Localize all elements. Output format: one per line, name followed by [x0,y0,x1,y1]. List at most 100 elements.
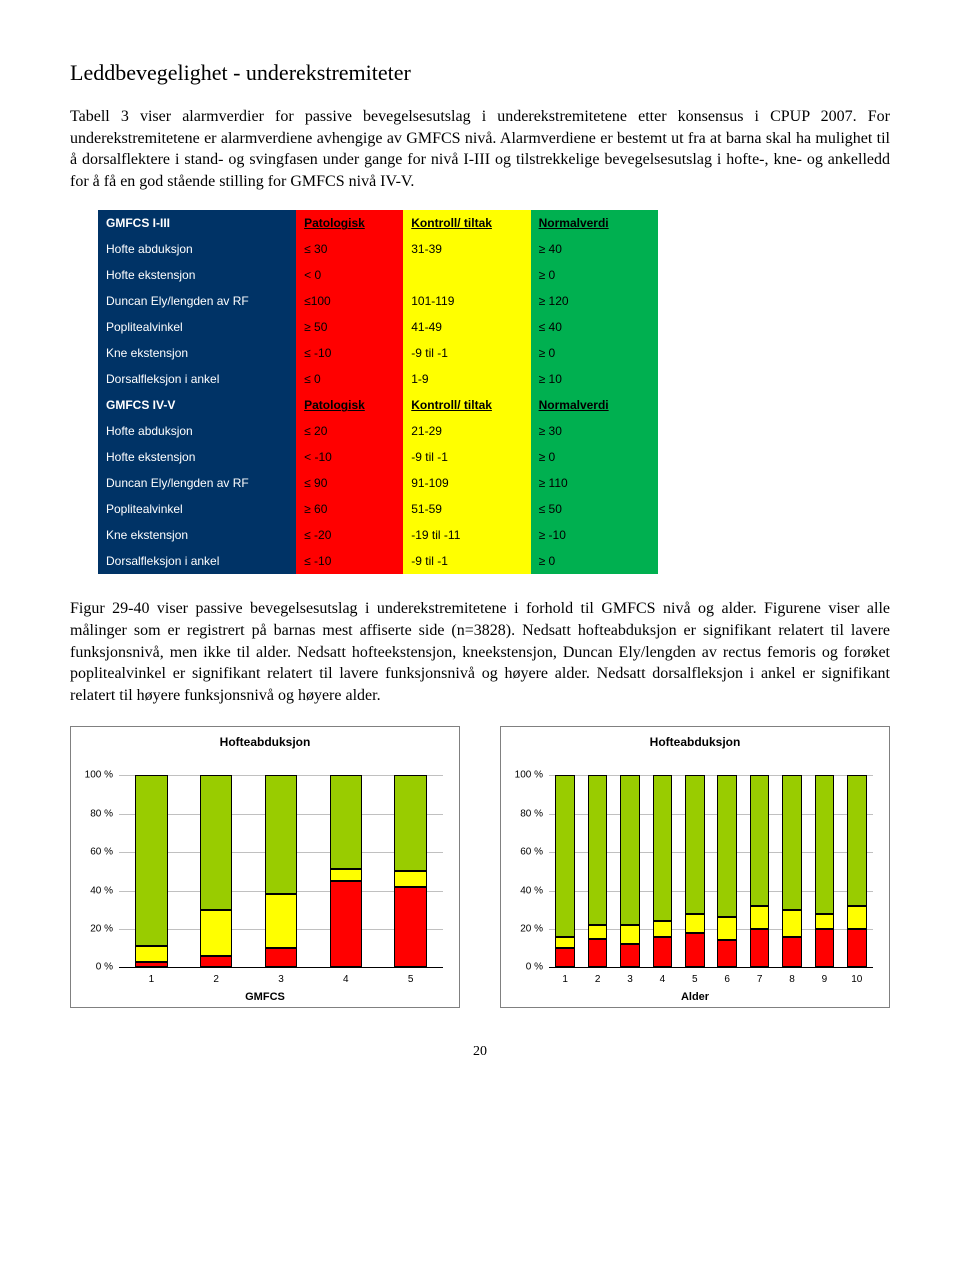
x-tick-label: 1 [562,974,568,985]
cell-red: ≤ -10 [296,340,403,366]
bar [847,775,866,967]
row-label: Hofte ekstensjon [98,444,296,470]
y-tick-label: 80 % [79,808,113,819]
cell-red: ≤ -20 [296,522,403,548]
cell-green: ≥ 0 [531,444,658,470]
x-tick-label: 7 [757,974,763,985]
bar-seg-green [685,775,704,913]
chart-hofteabduksjon-gmfcs: Hofteabduksjon 0 %20 %40 %60 %80 %100 %1… [70,726,460,1008]
bar-seg-green [620,775,639,925]
row-label: Poplitealvinkel [98,496,296,522]
col-header: Kontroll/ tiltak [403,210,530,236]
table-row: Dorsalfleksjon i ankel≤ -10-9 til -1≥ 0 [98,548,658,574]
table-row: Duncan Ely/lengden av RF≤100101-119≥ 120 [98,288,658,314]
y-tick-label: 40 % [509,885,543,896]
bar-seg-red [717,940,736,967]
bar-seg-yellow [265,894,297,948]
bar-seg-red [685,933,704,968]
bar-seg-yellow [330,869,362,881]
col-header: Patologisk [296,392,403,418]
bar-seg-green [330,775,362,869]
bar-seg-yellow [620,925,639,944]
row-label: Duncan Ely/lengden av RF [98,288,296,314]
row-label: Duncan Ely/lengden av RF [98,470,296,496]
table-row: Hofte ekstensjon< -10-9 til -1≥ 0 [98,444,658,470]
bar-seg-yellow [750,906,769,929]
bar-seg-yellow [847,906,866,929]
bar-seg-red [330,881,362,967]
cell-yellow: 1-9 [403,366,530,392]
cell-yellow [403,262,530,288]
x-axis-title: GMFCS [71,991,459,1003]
x-tick-label: 2 [213,974,219,985]
cell-green: ≥ 0 [531,340,658,366]
x-tick-label: 10 [851,974,862,985]
cell-green: ≥ 110 [531,470,658,496]
table-row: Hofte abduksjon≤ 2021-29≥ 30 [98,418,658,444]
x-tick-label: 9 [822,974,828,985]
bar [717,775,736,967]
bar-seg-green [555,775,574,936]
bar-seg-yellow [555,937,574,949]
cell-red: ≥ 50 [296,314,403,340]
bar [555,775,574,967]
table-row: Kne ekstensjon≤ -10-9 til -1≥ 0 [98,340,658,366]
group-label: GMFCS I-III [98,210,296,236]
x-axis-title: Alder [501,991,889,1003]
col-header: Patologisk [296,210,403,236]
row-label: Dorsalfleksjon i ankel [98,366,296,392]
bar [750,775,769,967]
chart-title: Hofteabduksjon [71,727,459,749]
table-row: Dorsalfleksjon i ankel≤ 01-9≥ 10 [98,366,658,392]
y-tick-label: 100 % [79,770,113,781]
cell-yellow: -19 til -11 [403,522,530,548]
x-tick-label: 2 [595,974,601,985]
bar [653,775,672,967]
y-tick-label: 100 % [509,770,543,781]
bar-seg-red [750,929,769,967]
chart-title: Hofteabduksjon [501,727,889,749]
cell-green: ≥ 10 [531,366,658,392]
x-tick-label: 3 [278,974,284,985]
cell-green: ≥ 40 [531,236,658,262]
cell-red: < -10 [296,444,403,470]
cell-yellow: -9 til -1 [403,548,530,574]
bar-seg-red [588,939,607,968]
table-row: Poplitealvinkel≥ 6051-59≤ 50 [98,496,658,522]
bar-seg-green [750,775,769,906]
row-label: Hofte abduksjon [98,236,296,262]
intro-paragraph: Tabell 3 viser alarmverdier for passive … [70,106,890,192]
x-tick-label: 5 [692,974,698,985]
col-header: Kontroll/ tiltak [403,392,530,418]
table-row: Duncan Ely/lengden av RF≤ 9091-109≥ 110 [98,470,658,496]
y-tick-label: 0 % [509,962,543,973]
x-tick-label: 4 [660,974,666,985]
table-row: Hofte ekstensjon< 0≥ 0 [98,262,658,288]
page-number: 20 [70,1044,890,1060]
row-label: Dorsalfleksjon i ankel [98,548,296,574]
table-header-row: GMFCS I-IIIPatologiskKontroll/ tiltakNor… [98,210,658,236]
bar-seg-green [653,775,672,921]
bar [200,775,232,967]
bar-seg-green [265,775,297,894]
x-tick-label: 5 [408,974,414,985]
cell-yellow: 31-39 [403,236,530,262]
bar-seg-red [265,948,297,967]
row-label: Kne ekstensjon [98,522,296,548]
bar-seg-yellow [394,871,426,886]
bar-seg-green [782,775,801,909]
cell-red: < 0 [296,262,403,288]
section-title: Leddbevegelighet - underekstremiteter [70,60,890,86]
y-tick-label: 60 % [509,847,543,858]
bar [588,775,607,967]
bar [394,775,426,967]
bar-seg-red [847,929,866,967]
bar-seg-green [135,775,167,946]
col-header: Normalverdi [531,210,658,236]
bar-seg-red [200,956,232,968]
bar-seg-green [394,775,426,871]
cell-green: ≤ 50 [531,496,658,522]
bar-seg-yellow [200,910,232,956]
x-tick-label: 8 [789,974,795,985]
bar-seg-green [815,775,834,913]
